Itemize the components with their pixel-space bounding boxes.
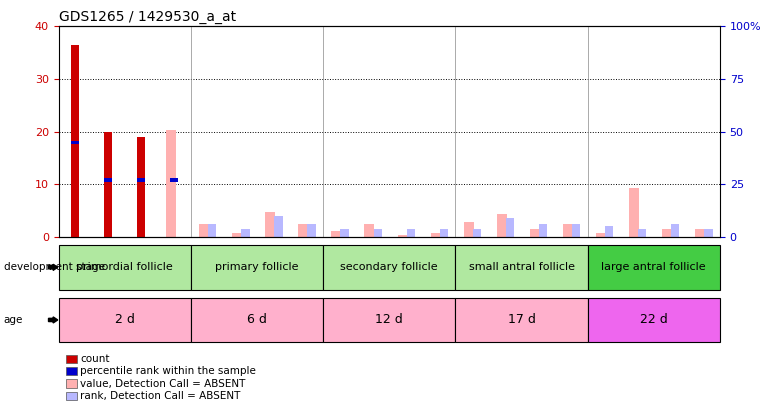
Bar [407, 228, 415, 237]
Text: primary follicle: primary follicle [215, 262, 299, 272]
Text: value, Detection Call = ABSENT: value, Detection Call = ABSENT [80, 379, 246, 388]
Bar [473, 228, 481, 237]
Bar [104, 132, 112, 237]
Text: 6 d: 6 d [247, 313, 267, 326]
Bar [539, 224, 547, 237]
Bar [71, 45, 79, 237]
Bar [455, 245, 588, 290]
Bar [588, 298, 720, 342]
Bar [497, 214, 507, 237]
Text: rank, Detection Call = ABSENT: rank, Detection Call = ABSENT [80, 391, 240, 401]
Text: age: age [4, 315, 23, 325]
Bar [397, 235, 407, 237]
Text: small antral follicle: small antral follicle [468, 262, 574, 272]
Text: 2 d: 2 d [115, 313, 135, 326]
Text: secondary follicle: secondary follicle [340, 262, 438, 272]
Bar [274, 216, 283, 237]
Bar [104, 179, 112, 181]
Bar [191, 298, 323, 342]
Bar [373, 228, 382, 237]
Bar [307, 224, 316, 237]
Text: 17 d: 17 d [507, 313, 535, 326]
Bar [430, 233, 440, 237]
Bar [71, 141, 79, 144]
Text: GDS1265 / 1429530_a_at: GDS1265 / 1429530_a_at [59, 10, 236, 24]
Text: primordial follicle: primordial follicle [76, 262, 173, 272]
Bar [137, 137, 146, 237]
Bar [572, 224, 581, 237]
Bar [364, 224, 374, 237]
Bar [166, 130, 176, 237]
Text: 12 d: 12 d [375, 313, 403, 326]
Bar [208, 224, 216, 237]
Text: count: count [80, 354, 109, 364]
Bar [596, 233, 606, 237]
Bar [662, 228, 672, 237]
Bar [588, 245, 720, 290]
Bar [340, 228, 349, 237]
Bar [629, 188, 639, 237]
Bar [191, 245, 323, 290]
Bar [455, 298, 588, 342]
Bar [232, 233, 242, 237]
Bar [563, 224, 573, 237]
Bar [440, 228, 448, 237]
Bar [705, 228, 712, 237]
Bar [59, 298, 191, 342]
Bar [298, 224, 308, 237]
Bar [638, 228, 646, 237]
Bar [170, 179, 179, 181]
Bar [464, 222, 474, 237]
Bar [323, 298, 455, 342]
Bar [605, 226, 613, 237]
Text: large antral follicle: large antral follicle [601, 262, 706, 272]
Bar [506, 218, 514, 237]
Bar [265, 212, 275, 237]
Bar [199, 224, 209, 237]
Bar [695, 228, 705, 237]
Bar [530, 228, 540, 237]
Bar [331, 230, 341, 237]
Bar [137, 179, 146, 181]
Text: percentile rank within the sample: percentile rank within the sample [80, 367, 256, 376]
Text: development stage: development stage [4, 262, 105, 272]
Bar [59, 245, 191, 290]
Bar [671, 224, 679, 237]
Text: 22 d: 22 d [640, 313, 668, 326]
Bar [241, 228, 249, 237]
Bar [323, 245, 455, 290]
